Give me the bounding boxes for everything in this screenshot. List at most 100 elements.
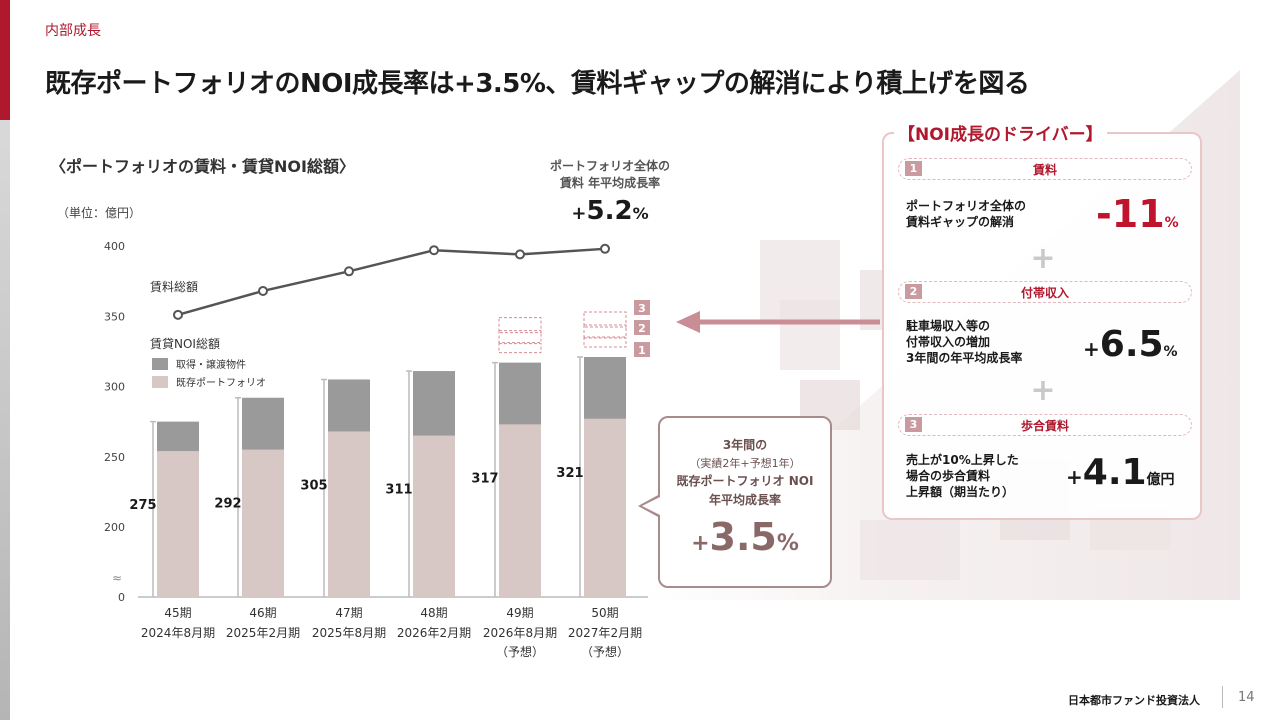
footer-separator — [1222, 686, 1223, 708]
plus-sign: + — [1030, 373, 1056, 408]
driver-badge: 2 — [905, 284, 922, 299]
axis-break-icon: ≈ — [112, 571, 122, 585]
rent-series-label: 賃料総額 — [150, 279, 198, 294]
bar-acquired — [157, 421, 199, 452]
y-tick-label: 400 — [104, 240, 125, 253]
forecast-badge-label: 3 — [638, 302, 646, 315]
noi-growth-callout: 3年間の （実績2年+予想1年） 既存ポートフォリオ NOI 年平均成長率 +3… — [658, 416, 832, 588]
x-category-sublabel: 2025年2月期 — [226, 626, 300, 640]
rent-growth-value: +5.2% — [555, 196, 665, 226]
bar-existing — [328, 431, 370, 597]
driver-text-rent: ポートフォリオ全体の 賃料ギャップの解消 — [906, 198, 1026, 230]
noi-chart: 400 350 300 250 200 0 ≈275 45期 2024年8月期 292 46期 202… — [104, 240, 650, 659]
x-category-sublabel: 2027年2月期 — [568, 626, 642, 640]
rent-growth-number: 5.2 — [586, 196, 633, 226]
legend-swatch-acquired — [152, 358, 168, 370]
driver-label: 付帯収入 — [1020, 286, 1069, 300]
bar-acquired — [584, 356, 626, 419]
driver-value-ancillary: +6.5% — [1083, 324, 1178, 365]
plus-sign: + — [1030, 241, 1056, 276]
legend-label-existing: 既存ポートフォリオ — [176, 376, 266, 389]
rent-total-point — [515, 249, 525, 260]
drivers-title: 【NOI成長のドライバー】 — [894, 120, 1107, 145]
x-category-sublabel: （予想） — [581, 644, 629, 659]
x-category-label: 46期 — [249, 606, 276, 620]
forecast-stack-segment — [583, 337, 627, 348]
driver-badge: 1 — [905, 161, 922, 176]
callout-line4: 年平均成長率 — [708, 493, 781, 507]
driver-text-line: 3年間の年平均成長率 — [906, 351, 1023, 365]
driver-text-line: ポートフォリオ全体の — [906, 199, 1027, 213]
forecast-badge — [634, 320, 650, 335]
driver-value-sign: + — [1066, 465, 1083, 489]
forecast-badge — [634, 342, 650, 357]
y-tick-label: 0 — [118, 591, 125, 604]
forecast-stack-segment — [583, 324, 627, 338]
x-category-label: 48期 — [420, 606, 447, 620]
callout-line2: （実績2年+予想1年） — [689, 457, 801, 470]
rent-growth-caption-line: ポートフォリオ全体の — [549, 159, 670, 173]
driver-text-line: 場合の歩合賃料 — [906, 469, 991, 483]
driver-value-sign: + — [1083, 337, 1100, 361]
rent-total-point — [258, 285, 268, 296]
bar-existing — [499, 424, 541, 597]
driver-text-ancillary: 駐車場収入等の 付帯収入の増加 3年間の年平均成長率 — [906, 318, 1022, 366]
page-number: 14 — [1238, 690, 1255, 705]
noi-series-label: 賃貸NOI総額 — [150, 336, 220, 351]
unit-label: （単位：億円） — [57, 206, 142, 220]
callout-value-percent: % — [776, 531, 799, 556]
bar-total-label: 321 — [556, 466, 583, 481]
rent-total-point — [429, 245, 439, 256]
bar-total-label: 317 — [471, 471, 498, 486]
rent-growth-sign: + — [571, 203, 587, 224]
bar-existing — [413, 435, 455, 597]
section-label: 内部成長 — [45, 23, 101, 39]
driver-value-number: 4.1 — [1082, 452, 1147, 493]
driver-text-line: 賃料ギャップの解消 — [906, 215, 1015, 229]
driver-pill-ancillary: 2 付帯収入 — [898, 281, 1192, 303]
y-tick-label: 350 — [104, 310, 125, 323]
driver-text-line: 上昇額（期当たり） — [906, 485, 1015, 499]
bar-total-label: 305 — [300, 478, 327, 493]
x-category-sublabel: 2024年8月期 — [141, 626, 215, 640]
driver-text-line: 駐車場収入等の — [906, 319, 991, 333]
bar-total-label: 292 — [214, 497, 241, 512]
forecast-badge-label: 2 — [638, 322, 646, 335]
page-title: 既存ポートフォリオのNOI成長率は+3.5%、賃料ギャップの解消により積上げを図… — [45, 69, 1030, 99]
bar-total-label: 311 — [385, 483, 412, 498]
bar-existing — [584, 418, 626, 597]
x-category-sublabel: （予想） — [496, 644, 544, 659]
bar-existing — [242, 449, 284, 597]
bar-acquired — [242, 397, 284, 450]
driver-text-line: 売上が10%上昇した — [906, 453, 1019, 467]
driver-value-number: 6.5 — [1099, 324, 1164, 365]
rent-growth-percent: % — [632, 204, 649, 223]
rent-total-line — [177, 247, 606, 317]
forecast-stack-segment — [498, 317, 542, 334]
bar-acquired — [328, 379, 370, 432]
driver-value-unit: % — [1164, 215, 1179, 231]
x-category-sublabel: 2026年8月期 — [483, 626, 557, 640]
rent-growth-caption: ポートフォリオ全体の 賃料 年平均成長率 — [530, 158, 690, 192]
rent-growth-caption-line: 賃料 年平均成長率 — [559, 176, 661, 190]
bar-total-label: 275 — [129, 498, 156, 513]
driver-text-line: 付帯収入の増加 — [906, 335, 991, 349]
driver-pill-percentage-rent: 3 歩合賃料 — [898, 414, 1192, 436]
driver-value-percentage-rent: +4.1億円 — [1066, 452, 1175, 493]
driver-label: 歩合賃料 — [1020, 419, 1069, 433]
driver-text-percentage-rent: 売上が10%上昇した 場合の歩合賃料 上昇額（期当たり） — [906, 452, 1019, 500]
x-category-label: 45期 — [164, 606, 191, 620]
driver-value-unit: 億円 — [1146, 472, 1175, 488]
driver-value-number: -11 — [1096, 192, 1165, 236]
y-tick-label: 200 — [104, 521, 125, 534]
forecast-badge — [634, 300, 650, 315]
y-tick-label: 250 — [104, 451, 125, 464]
driver-value-unit: % — [1163, 344, 1178, 360]
x-category-label: 50期 — [591, 606, 618, 620]
callout-line1: 3年間の — [722, 438, 768, 452]
x-category-sublabel: 2026年2月期 — [397, 626, 471, 640]
callout-line3: 既存ポートフォリオ NOI — [676, 474, 814, 488]
x-category-label: 49期 — [506, 606, 533, 620]
legend-swatch-existing — [152, 376, 168, 388]
driver-badge: 3 — [905, 417, 922, 432]
